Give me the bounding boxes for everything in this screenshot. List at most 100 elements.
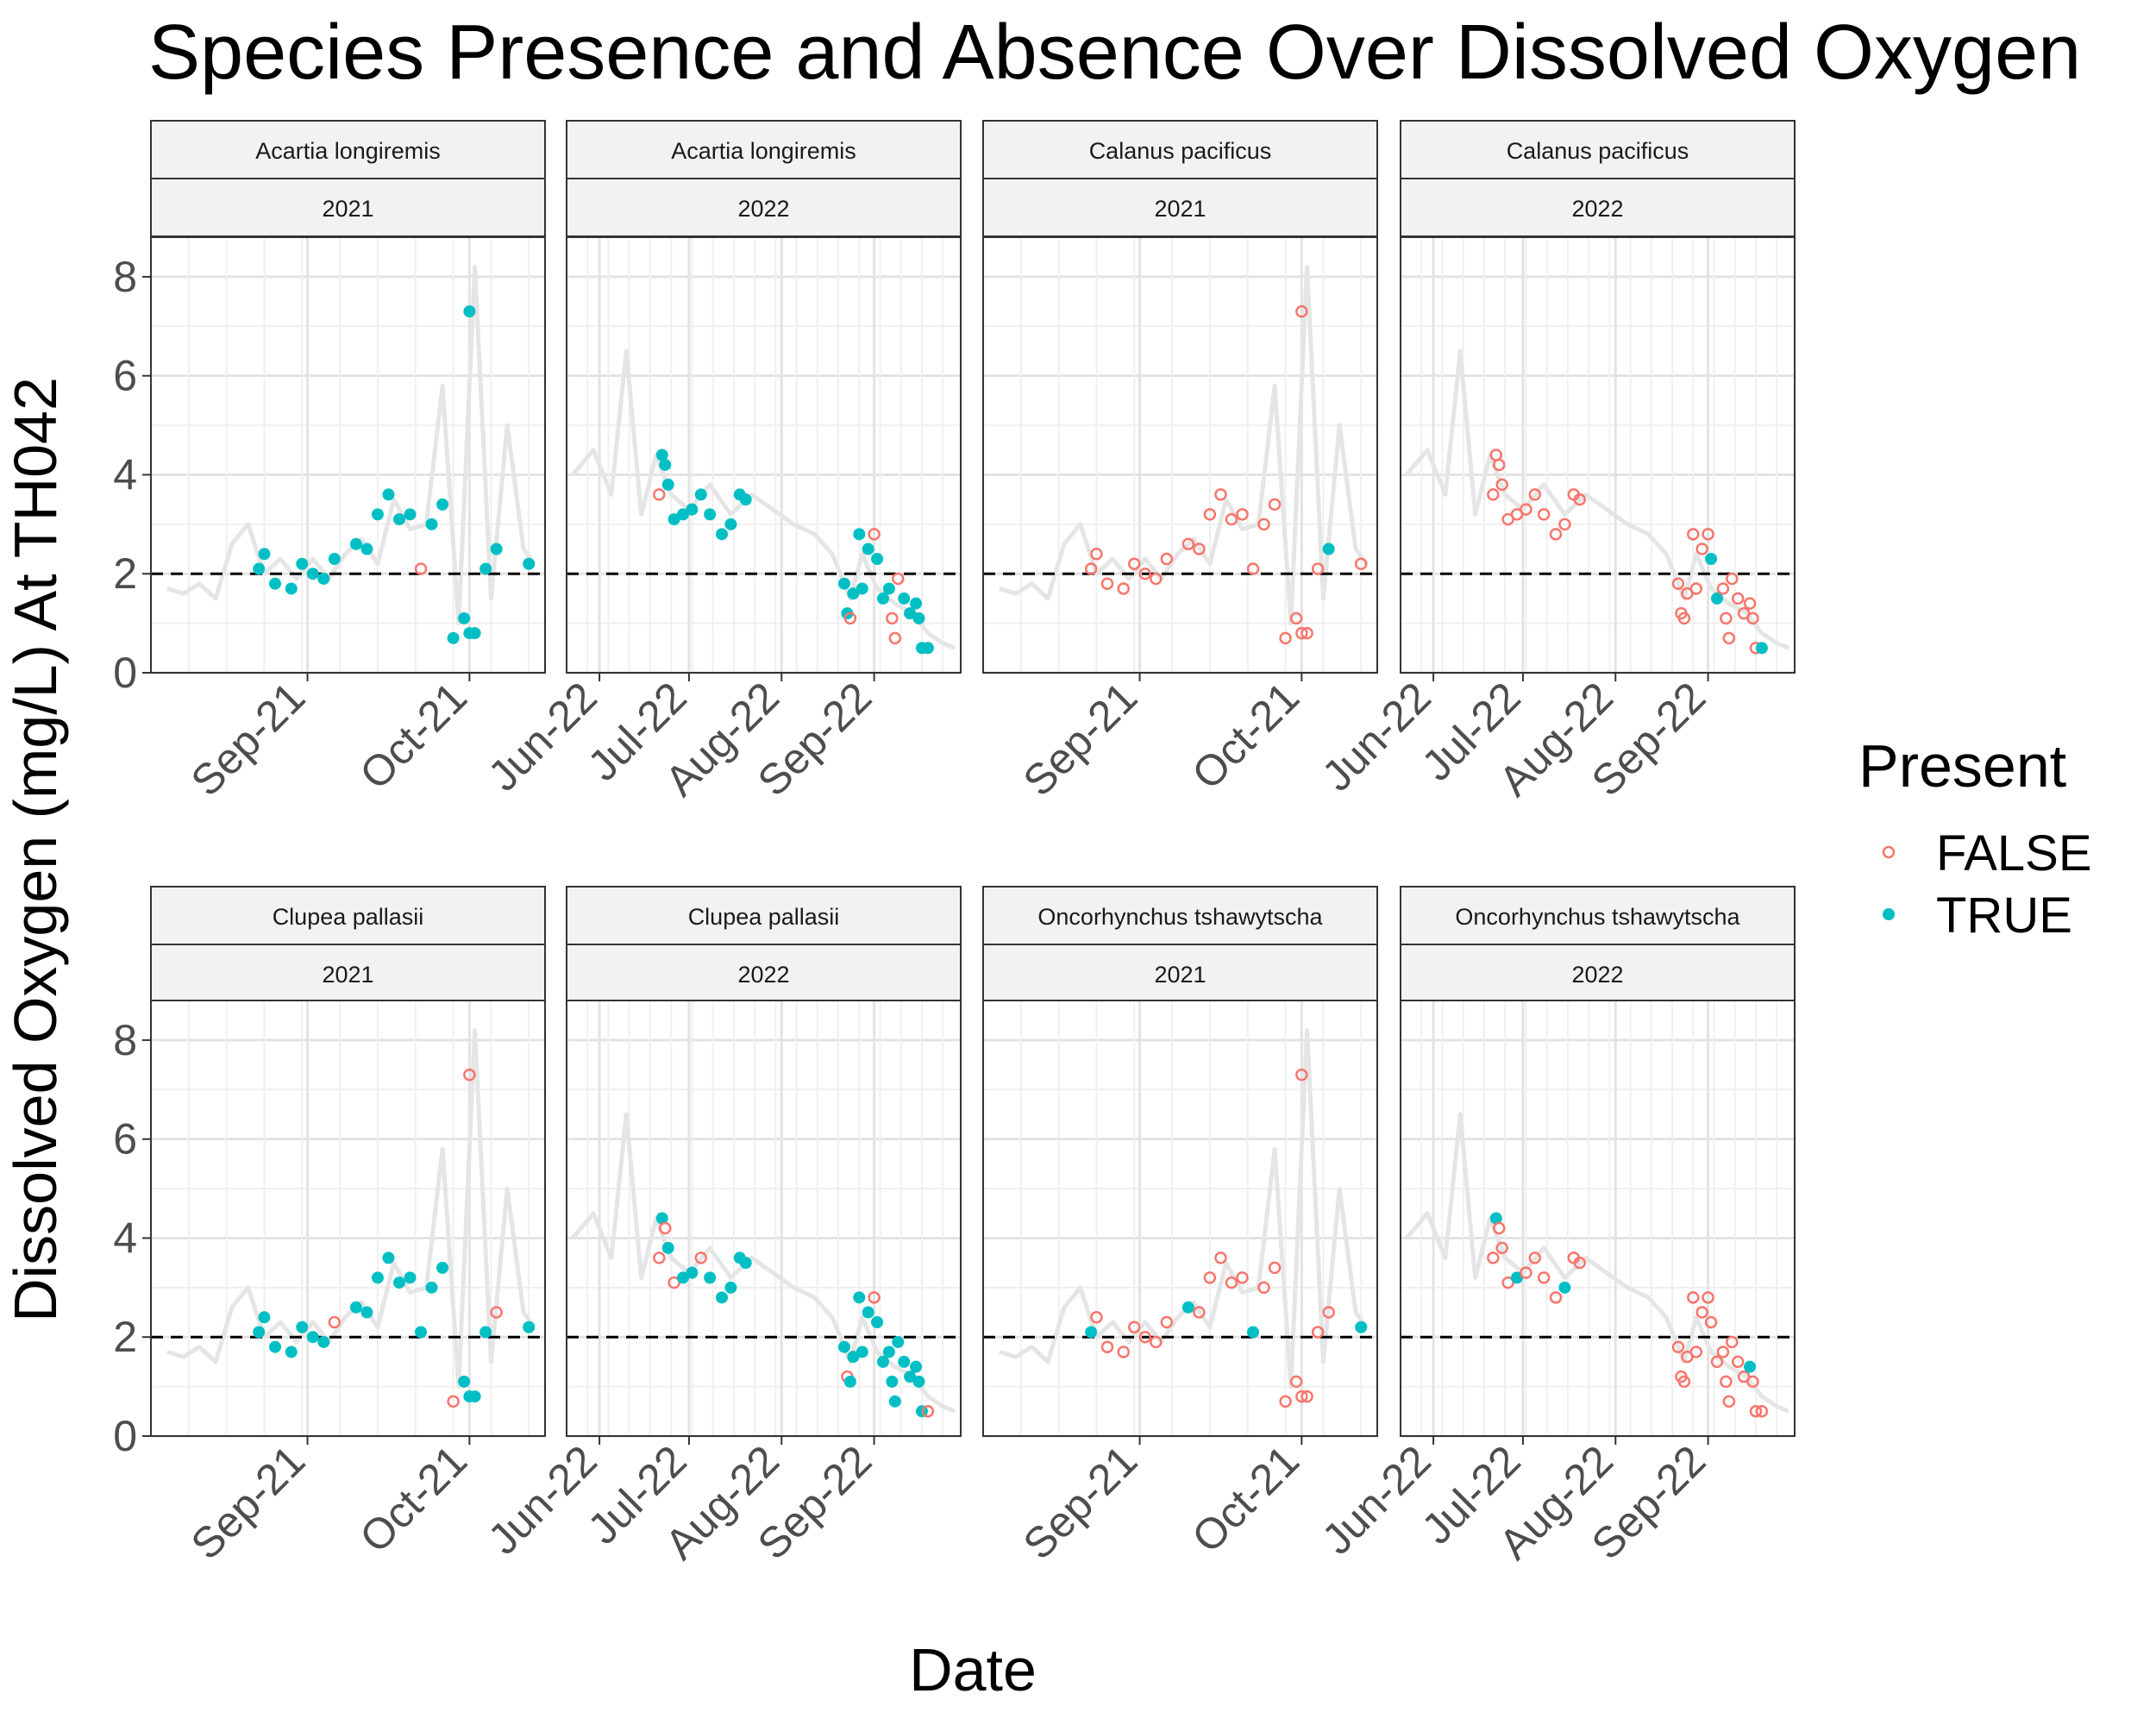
data-point-present [468,1390,481,1403]
data-point-absent [1689,582,1702,595]
data-point-absent [1720,1375,1733,1389]
facet-label-year: 2022 [737,196,789,222]
data-point-absent [1225,512,1238,526]
data-point-present [837,1340,850,1353]
data-point-absent [1749,1405,1763,1418]
data-point-absent [1300,1389,1313,1403]
facet-label-species: Acartia longiremis [671,138,856,164]
data-point-absent [921,1405,935,1418]
data-point-absent [1203,1271,1217,1284]
data-point-present [253,562,266,575]
data-point-absent [1150,1335,1163,1349]
facet-label-year: 2021 [322,962,373,988]
legend-key-false [1882,845,1896,859]
data-point-absent [1193,543,1206,555]
y-tick-label: 2 [113,1313,137,1361]
data-point-present [898,1355,911,1368]
panel-border [982,1000,1378,1437]
data-point-present [415,1326,428,1339]
facet-label-species: Clupea pallasii [273,904,424,930]
data-point-absent [1193,1306,1206,1319]
data-point-absent [1731,1355,1745,1369]
dissolved-oxygen-series [570,1112,956,1414]
data-point-absent [1214,1251,1227,1264]
data-point-absent [1289,1375,1303,1389]
data-point-present [862,543,874,555]
data-point-absent [1236,508,1249,521]
y-tick-label: 4 [113,450,137,499]
data-point-absent [1150,572,1163,586]
data-point-present [425,1281,438,1294]
panel-background [1401,1000,1795,1436]
data-point-present [479,562,492,575]
data-point-absent [1289,612,1303,625]
data-point-present [904,1371,917,1383]
facet-strip-species [566,120,962,179]
data-point-absent [1528,488,1542,501]
data-point-absent [1084,562,1098,575]
data-point-absent [1573,492,1586,506]
data-point-present [392,513,405,526]
data-point-present [1705,553,1718,566]
y-axis-title: Dissolved Oxygen (mg/L) At TH042 [2,377,69,1322]
data-point-absent [1710,1355,1724,1369]
x-tick-label: Sep-21 [1014,673,1147,806]
data-point-absent [1322,1306,1335,1319]
data-point-absent [1726,1335,1739,1349]
data-point-present [371,508,384,521]
facet-strip-year [982,944,1378,1003]
data-point-absent [1495,478,1508,492]
data-point-absent [868,1291,881,1304]
data-point-present [328,553,341,566]
data-point-present [661,478,674,491]
dissolved-oxygen-series [570,348,956,650]
data-point-present [910,1360,923,1373]
data-point-present [898,592,911,605]
data-point-present [436,498,449,511]
data-point-absent [694,1251,708,1264]
data-point-absent [653,1251,666,1264]
data-point-present [862,1306,874,1319]
facet-label-species: Oncorhynchus tshawytscha [1455,904,1740,930]
y-tick-label: 6 [113,1115,137,1164]
data-point-absent [1677,612,1691,625]
data-point-absent [1537,1271,1551,1284]
data-point-present [523,1320,536,1333]
data-point-absent [1687,1291,1700,1304]
data-point-absent [1128,557,1141,570]
data-point-present [463,305,476,318]
data-point-present [258,1311,271,1324]
data-point-present [1085,1326,1098,1339]
data-point-absent [1257,1281,1270,1295]
facet-strip-year [566,944,962,1003]
data-point-present [404,1271,417,1284]
data-point-present [655,1212,668,1225]
data-point-present [317,572,330,585]
data-point-present [876,592,889,605]
data-point-absent [1695,1306,1708,1319]
facet-label-species: Oncorhynchus tshawytscha [1037,904,1323,930]
data-point-present [447,631,460,644]
facet-label-year: 2021 [1154,196,1206,222]
data-point-present [1355,1320,1368,1333]
data-point-present [853,1291,866,1304]
facet-label-species: Clupea pallasii [688,904,840,930]
data-point-present [882,582,895,595]
data-point-absent [886,612,899,625]
x-tick-label: Jun-22 [1313,673,1440,800]
data-point-present [871,1316,884,1329]
data-point-absent [328,1315,342,1329]
data-point-present [458,612,471,624]
data-point-absent [667,1276,680,1289]
data-point-absent [1311,562,1325,575]
y-tick-label: 2 [113,549,137,598]
data-point-absent [1311,1326,1325,1339]
x-tick-label: Jun-22 [479,1436,606,1564]
data-point-absent [1300,626,1313,640]
data-point-present [910,597,923,610]
data-point-present [296,557,309,570]
data-point-absent [1487,1251,1500,1264]
data-point-absent [490,1306,503,1319]
data-point-absent [1689,1346,1702,1358]
facet-label-year: 2022 [737,962,789,988]
